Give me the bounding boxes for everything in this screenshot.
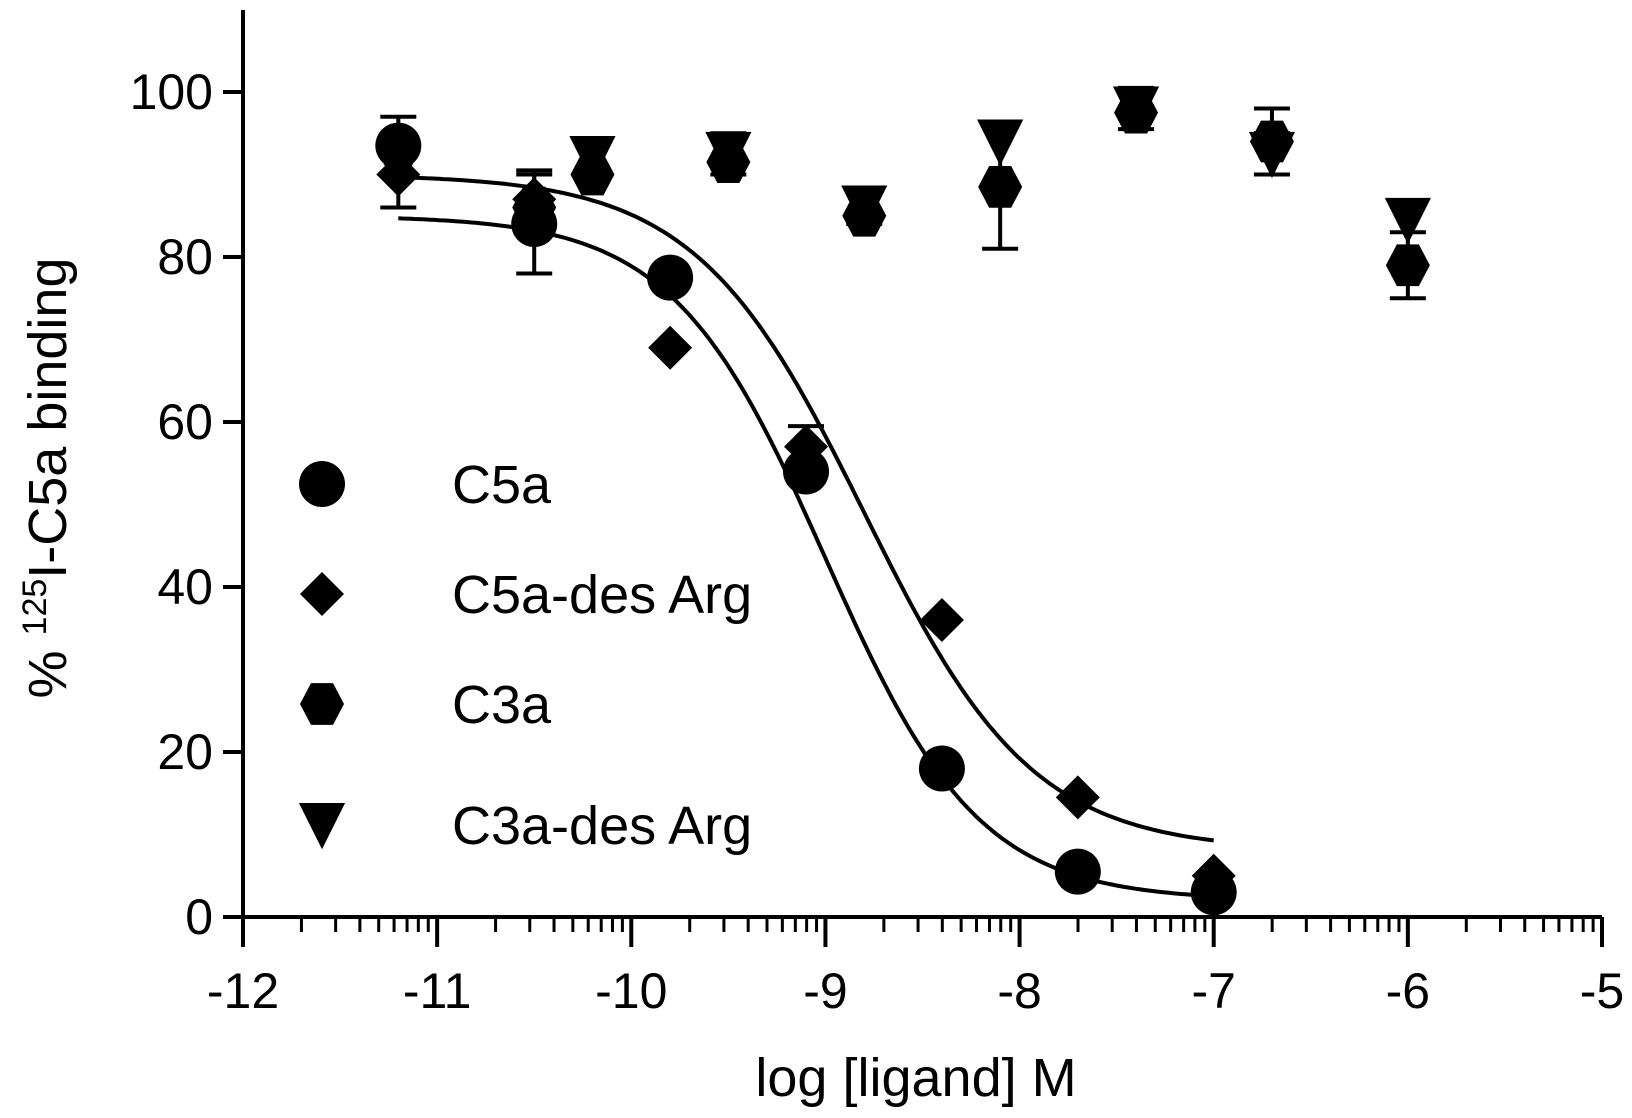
data-point-circle (783, 448, 830, 495)
axes: 0 20 40 60 80 100 -12 -11 -10 -9 -8 -7 -6 -5 (130, 10, 1624, 1019)
data-point-diamond (919, 598, 964, 642)
y-tick-label: 80 (157, 229, 213, 285)
legend-label: C5a-des Arg (452, 565, 752, 625)
fit-curves (398, 175, 1214, 899)
y-axis-title-main: I-C5a binding (18, 258, 78, 579)
data-point-hexagon (570, 153, 615, 196)
legend-marker-hexagon (300, 683, 344, 725)
x-tick-label: -5 (1580, 963, 1624, 1019)
legend: C5a C5a-des Arg C3a C3a-des Arg (298, 455, 752, 856)
data-point-circle (1054, 848, 1101, 895)
y-tick-label: 20 (157, 724, 213, 780)
data-point-triangle-down (1384, 197, 1431, 245)
data-point-hexagon (1249, 120, 1294, 163)
y-tick-label: 0 (185, 889, 213, 945)
data-point-circle (375, 122, 422, 169)
legend-label: C3a-des Arg (452, 796, 752, 856)
x-axis-title: log [ligand] M (755, 1048, 1076, 1108)
y-axis-title-prefix: % (18, 635, 78, 698)
legend-marker-circle (299, 461, 345, 507)
data-point-triangle-down (977, 119, 1024, 166)
data-point-hexagon (1114, 91, 1159, 134)
y-tick-label: 60 (157, 394, 213, 450)
data-points (375, 86, 1431, 916)
data-point-diamond (1055, 775, 1100, 820)
x-tick-label: -11 (403, 963, 472, 1019)
x-tick-label: -9 (803, 963, 847, 1019)
data-point-hexagon (1385, 244, 1430, 287)
data-point-circle (647, 254, 694, 301)
x-tick-label: -10 (595, 963, 667, 1019)
y-axis-title-superscript: 125 (16, 579, 54, 636)
data-point-hexagon (978, 165, 1023, 208)
legend-marker-diamond (300, 572, 344, 616)
y-tick-label: 40 (157, 559, 213, 615)
legend-marker-triangle-down (298, 803, 346, 850)
data-point-circle (918, 745, 965, 792)
x-tick-label: -12 (207, 963, 279, 1019)
data-point-hexagon (842, 194, 887, 237)
legend-label: C3a (452, 675, 552, 735)
data-point-hexagon (706, 141, 751, 184)
x-tick-label: -6 (1386, 963, 1430, 1019)
y-axis-title: % 125I-C5a binding (16, 258, 78, 699)
legend-label: C5a (452, 455, 552, 515)
data-point-circle (1190, 869, 1237, 916)
x-tick-label: -8 (997, 963, 1041, 1019)
data-point-circle (511, 201, 558, 247)
x-tick-label: -7 (1191, 963, 1235, 1019)
y-tick-label: 100 (130, 64, 213, 120)
data-point-diamond (648, 325, 693, 370)
